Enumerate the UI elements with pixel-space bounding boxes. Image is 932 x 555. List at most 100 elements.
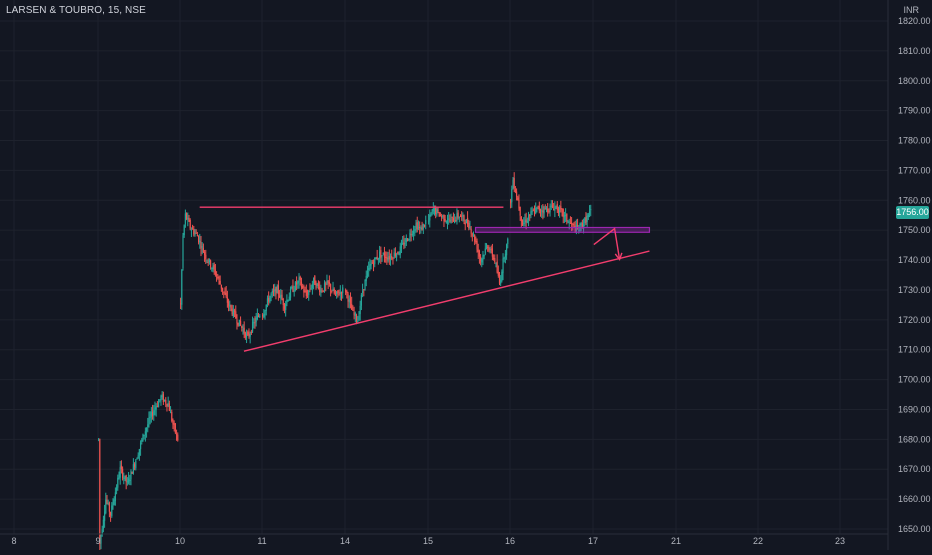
candle	[469, 220, 471, 230]
candle	[404, 238, 406, 249]
candle-body	[179, 303, 182, 305]
candle	[319, 281, 321, 296]
candle-body	[521, 219, 524, 226]
candle-body	[511, 189, 513, 203]
candle-body	[220, 284, 222, 289]
candle-body	[490, 249, 492, 251]
candle	[389, 253, 392, 266]
candle-body	[191, 228, 194, 230]
candle	[397, 251, 399, 255]
candle	[113, 496, 115, 506]
candle-body	[266, 298, 269, 304]
candle-body	[468, 222, 470, 229]
y-tick-label: 1740.00	[898, 255, 931, 265]
candle	[362, 283, 364, 298]
candle-body	[388, 256, 390, 260]
candle	[197, 235, 200, 245]
candle	[188, 214, 190, 222]
candle-body	[239, 320, 242, 326]
candle	[417, 220, 420, 231]
candle-body	[162, 394, 164, 403]
candle	[453, 213, 456, 224]
candle	[395, 252, 398, 262]
candle-body	[574, 225, 576, 232]
candle-body	[536, 207, 538, 210]
candle	[264, 309, 266, 320]
candle-body	[243, 327, 245, 334]
candle	[236, 314, 238, 330]
candle	[266, 295, 269, 308]
candle	[151, 404, 154, 420]
candle	[282, 297, 284, 311]
candle	[195, 229, 197, 235]
candle	[412, 225, 415, 241]
candle	[479, 254, 482, 266]
candle	[377, 257, 379, 265]
candle-body	[466, 217, 469, 225]
candle-body	[248, 334, 250, 337]
y-tick-label: 1780.00	[898, 136, 931, 146]
candle-body	[103, 511, 106, 521]
breakdown-zone[interactable]	[474, 226, 651, 233]
candle	[394, 247, 396, 258]
candle	[400, 239, 403, 254]
candle-body	[421, 226, 423, 231]
candle	[275, 286, 277, 300]
rising-support-line[interactable]	[243, 250, 650, 352]
candle-body	[221, 287, 224, 292]
candle	[491, 243, 494, 261]
candle-body	[513, 177, 515, 189]
candle-body	[109, 512, 112, 516]
candle-body	[272, 290, 275, 292]
candle	[525, 212, 527, 230]
time-axis[interactable]: 8 9 10 11 14 15 16 17 21 22 23	[0, 533, 888, 546]
candle-body	[151, 411, 154, 416]
y-tick-label: 1700.00	[898, 375, 931, 385]
candle	[168, 400, 170, 412]
candle-body	[207, 261, 209, 263]
candle-body	[389, 256, 392, 260]
candle-body	[378, 251, 381, 259]
candle	[202, 243, 204, 254]
candle	[409, 229, 411, 242]
price-axis[interactable]: 1650.00 1660.00 1670.00 1680.00 1690.00 1700.…	[887, 0, 931, 550]
candle	[194, 228, 196, 237]
candle-body	[439, 214, 442, 216]
candle	[471, 232, 473, 242]
candle-body	[111, 505, 113, 517]
candle	[450, 213, 452, 224]
candle	[263, 309, 265, 319]
candle-body	[422, 223, 424, 230]
candle	[305, 284, 307, 299]
y-tick-label: 1680.00	[898, 434, 931, 444]
candle-body	[257, 315, 260, 317]
candle	[193, 225, 195, 237]
candle-body	[423, 225, 426, 227]
candle-body	[241, 326, 243, 328]
candle-body	[391, 256, 393, 259]
candle	[342, 284, 344, 299]
candle-body	[563, 214, 566, 218]
candle-body	[495, 263, 497, 265]
candle-body	[340, 292, 343, 295]
candle	[154, 401, 156, 416]
projected-drop-arrow[interactable]	[593, 227, 621, 260]
x-tick-label: 9	[95, 536, 100, 546]
candle-body	[195, 232, 197, 234]
candle	[569, 216, 572, 224]
candle-body	[137, 455, 139, 459]
candle-body	[342, 287, 344, 293]
candle	[392, 257, 394, 265]
candle	[276, 284, 278, 294]
candle-body	[325, 283, 327, 285]
candle	[444, 214, 446, 223]
candle-body	[114, 492, 116, 502]
drawings[interactable]	[199, 206, 651, 352]
candle	[317, 280, 320, 290]
candle	[422, 223, 424, 234]
candle-body	[402, 242, 404, 244]
candle-body	[347, 293, 349, 302]
candle	[590, 204, 592, 217]
